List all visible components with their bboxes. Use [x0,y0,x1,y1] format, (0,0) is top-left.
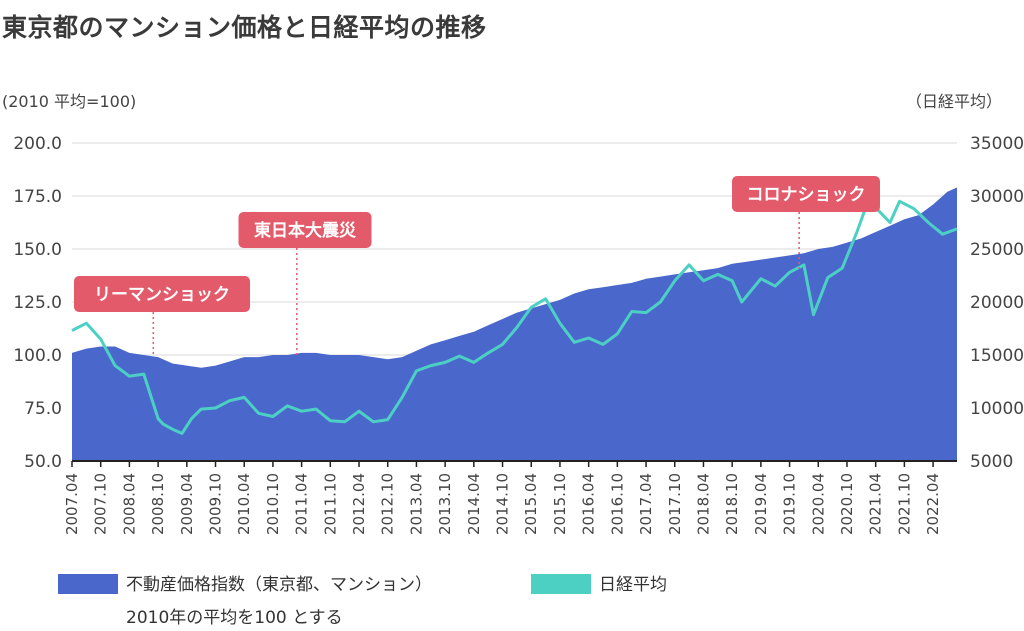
x-tick-label: 2009.10 [207,473,225,535]
x-tick-label: 2012.04 [350,473,368,535]
annotation: コロナショック [732,176,880,272]
annotation-label: 東日本大震災 [254,220,357,241]
chart-title: 東京都のマンション価格と日経平均の推移 [2,13,487,42]
x-tick-label: 2007.04 [63,473,81,535]
x-tick-label: 2020.10 [838,473,856,535]
x-tick-label: 2021.04 [867,473,885,535]
right-y-tick-label: 15000 [970,346,1024,366]
line-nikkei-average [71,199,958,435]
x-tick-label: 2017.10 [666,473,684,535]
left-y-tick-label: 125.0 [13,293,62,313]
x-tick-label: 2018.10 [723,473,741,535]
left-y-tick-label: 75.0 [24,399,62,419]
left-y-tick-label: 175.0 [13,187,62,207]
annotation-box [74,276,250,312]
x-tick-label: 2021.10 [895,473,913,535]
x-tick-label: 2011.04 [293,473,311,535]
legend-label-area: 不動産価格指数（東京都、マンション） [126,575,432,595]
x-tick-label: 2018.04 [695,473,713,535]
x-tick-label: 2017.04 [637,473,655,535]
right-y-tick-label: 35000 [970,134,1024,154]
annotation-box [238,212,372,248]
annotation-label: リーマンショック [94,285,230,305]
right-y-tick-label: 20000 [970,293,1024,313]
x-tick-label: 2008.04 [120,473,138,535]
x-tick-label: 2012.10 [379,473,397,535]
x-tick-label: 2014.04 [465,473,483,535]
left-axis-unit: (2010 平均=100) [2,92,137,111]
x-tick-label: 2014.10 [494,473,512,535]
annotation-label: コロナショック [747,185,866,205]
axes: 50.0 75.0 100.0 125.0 150.0 175.0 200.0 5000 100… [13,134,1024,535]
line-series [71,199,958,435]
annotations: リーマンショック 東日本大震災 コロナショック [74,176,880,356]
right-y-tick-label: 10000 [970,399,1024,419]
right-axis-unit: （日経平均） [905,92,1002,111]
annotation-box [732,176,880,212]
left-y-tick-label: 100.0 [13,346,62,366]
x-tick-label: 2019.04 [752,473,770,535]
right-y-tick-label: 25000 [970,240,1024,260]
x-tick-label: 2007.10 [92,473,110,535]
area-mansion-price-index [72,187,957,461]
legend-note-area: 2010年の平均を100 とする [126,608,343,628]
x-tick-label: 2010.04 [235,473,253,535]
legend-swatch-area [58,574,118,594]
x-tick-label: 2015.10 [551,473,569,535]
legend-label-line: 日経平均 [599,575,667,595]
area-series [72,187,957,461]
x-tick-label: 2011.10 [321,473,339,535]
legend: 不動産価格指数（東京都、マンション） 2010年の平均を100 とする 日経平均 [58,574,667,628]
x-tick-label: 2019.10 [781,473,799,535]
x-tick-label: 2009.04 [178,473,196,535]
annotation: リーマンショック [74,276,250,356]
legend-swatch-line [531,574,591,594]
x-tick-label: 2013.04 [407,473,425,535]
left-y-tick-label: 200.0 [13,134,62,154]
left-y-tick-label: 50.0 [24,452,62,472]
x-tick-label: 2013.10 [436,473,454,535]
left-y-tick-label: 150.0 [13,240,62,260]
right-y-tick-label: 5000 [970,452,1013,472]
x-tick-label: 2016.10 [608,473,626,535]
x-tick-label: 2015.04 [522,473,540,535]
x-tick-label: 2016.04 [580,473,598,535]
x-tick-label: 2020.04 [809,473,827,535]
x-tick-label: 2022.04 [924,473,942,535]
right-y-tick-label: 30000 [970,187,1024,207]
x-tick-label: 2010.10 [264,473,282,535]
x-tick-label: 2008.10 [149,473,167,535]
annotation: 東日本大震災 [238,212,372,356]
